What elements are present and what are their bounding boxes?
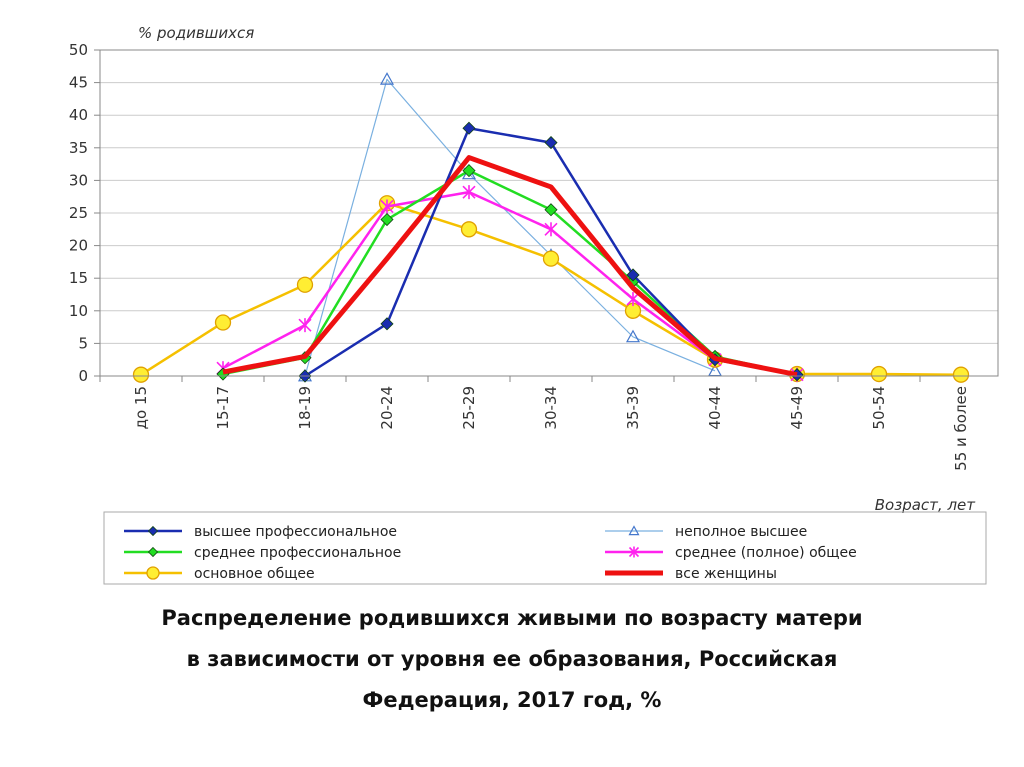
y-tick-label: 15: [69, 269, 88, 287]
y-tick-label: 25: [69, 204, 88, 222]
legend-item-0: высшее профессиональное: [124, 524, 397, 540]
data-point: [296, 276, 314, 293]
x-tick-label: 55 и более: [952, 386, 970, 471]
y-tick-label: 45: [69, 74, 88, 92]
data-point: [147, 546, 159, 558]
series-2: [216, 164, 804, 382]
data-point: [626, 292, 640, 307]
series-line: [222, 169, 798, 376]
data-point: [462, 164, 476, 178]
data-point: [952, 366, 970, 383]
x-tick-label: до 15: [132, 386, 150, 429]
legend-item-4: основное общее: [124, 566, 315, 582]
legend-label: среднее профессиональное: [194, 545, 401, 561]
y-tick-label: 10: [69, 302, 88, 320]
data-point: [298, 318, 312, 333]
legend-label: высшее профессиональное: [194, 524, 397, 540]
caption-line-2: в зависимости от уровня ее образования, …: [186, 646, 838, 671]
legend-item-5: все женщины: [605, 566, 777, 582]
legend-label: все женщины: [675, 566, 777, 582]
chart-caption: Распределение родившихся живыми по возра…: [0, 598, 1024, 721]
data-point: [214, 314, 232, 331]
legend-box: [103, 511, 987, 585]
x-tick-label: 25-29: [460, 386, 478, 430]
series-layer: [132, 72, 970, 383]
data-point: [147, 525, 159, 537]
y-tick-label: 20: [69, 237, 88, 255]
data-point: [626, 268, 640, 282]
legend-label: среднее (полное) общее: [675, 545, 857, 561]
y-axis-title: % родившихся: [138, 24, 254, 42]
data-point: [462, 185, 476, 200]
data-point: [544, 222, 558, 237]
series-line: [304, 78, 716, 377]
legend-item-2: среднее профессиональное: [124, 545, 401, 561]
data-point: [462, 121, 476, 135]
legend-item-1: неполное высшее: [605, 524, 807, 540]
legend-label: неполное высшее: [675, 524, 807, 540]
y-tick-labels: 0 5 10 15 20 25 30 35 40 45 50: [69, 41, 88, 385]
x-tick-label: 18-19: [296, 386, 314, 430]
data-point: [628, 525, 640, 536]
data-point: [146, 566, 160, 580]
x-tick-label: 20-24: [378, 386, 396, 430]
legend-item-3: среднее (полное) общее: [605, 545, 857, 561]
y-tick-label: 30: [69, 171, 88, 189]
data-point: [380, 317, 394, 331]
plot-frame: [99, 49, 999, 377]
data-point: [380, 199, 394, 214]
y-tick-label: 5: [78, 334, 88, 352]
series-5: [222, 155, 798, 378]
x-tick-label: 40-44: [706, 386, 724, 430]
x-tick-label: 35-39: [624, 386, 642, 430]
x-tick-label: 50-54: [870, 386, 888, 430]
grid: [94, 49, 998, 382]
data-point: [544, 136, 558, 150]
y-tick-label: 50: [69, 41, 88, 59]
data-point: [544, 203, 558, 217]
line-chart: % родившихся 0 5 10 15 20 25 30 35 40 45 50 до 15 1…: [69, 24, 999, 585]
y-tick-label: 40: [69, 106, 88, 124]
data-point: [380, 212, 394, 227]
x-tick-label: 45-49: [788, 386, 806, 430]
caption-line-1: Распределение родившихся живыми по возра…: [161, 606, 863, 630]
y-tick-label: 35: [69, 139, 88, 157]
data-point: [132, 366, 150, 383]
data-point: [870, 365, 888, 383]
data-point: [628, 546, 640, 558]
caption-line-3: Федерация, 2017 год, %: [362, 687, 662, 712]
data-point: [542, 250, 560, 267]
x-tick-label: 30-34: [542, 386, 560, 430]
legend: высшее профессиональное неполное высшее ср…: [124, 524, 857, 582]
x-tick-labels: до 15 15-17 18-19 20-24 25-29 30-34 35-39 40-44…: [132, 386, 970, 471]
x-axis-title: Возраст, лет: [875, 496, 976, 514]
y-tick-label: 0: [78, 367, 88, 385]
x-tick-label: 15-17: [214, 386, 232, 430]
series-4: [132, 195, 970, 383]
data-point: [460, 221, 478, 238]
legend-label: основное общее: [194, 566, 315, 582]
data-point: [379, 72, 395, 85]
series-line: [222, 155, 798, 378]
data-point: [625, 329, 641, 343]
